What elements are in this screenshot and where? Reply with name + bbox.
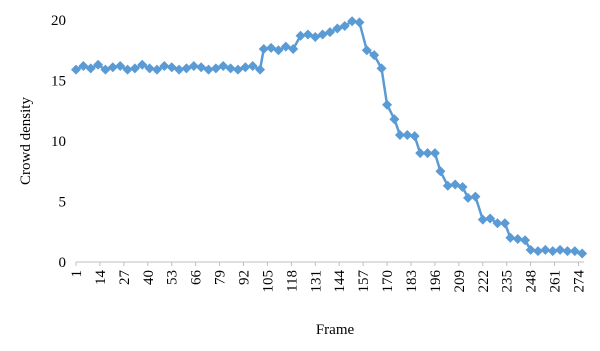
x-axis-label: Frame (316, 322, 355, 338)
y-tick-label: 10 (51, 134, 66, 150)
marker (174, 64, 185, 75)
marker (562, 246, 573, 257)
marker (310, 31, 321, 42)
marker (129, 63, 140, 74)
marker (540, 244, 551, 255)
marker (71, 64, 81, 75)
marker (339, 21, 350, 32)
marker (122, 64, 133, 75)
marker (492, 218, 503, 229)
marker (354, 17, 365, 28)
y-axis-label: Crowd density (18, 97, 34, 185)
marker (394, 129, 405, 140)
marker (429, 148, 440, 159)
x-tick-label: 170 (380, 270, 396, 293)
marker (93, 59, 104, 70)
marker (361, 45, 372, 56)
marker (389, 114, 400, 125)
marker (188, 60, 199, 71)
marker (376, 63, 387, 74)
marker (477, 214, 488, 225)
marker (273, 45, 284, 56)
marker (85, 63, 96, 74)
marker (255, 64, 266, 75)
marker (382, 99, 393, 110)
marker (512, 234, 523, 245)
marker (435, 166, 446, 177)
x-tick-label: 157 (356, 270, 372, 293)
x-tick-label: 183 (404, 270, 420, 293)
marker (144, 63, 155, 74)
marker (547, 246, 558, 257)
x-tick-label: 196 (428, 270, 444, 293)
y-tick-label: 5 (59, 195, 67, 211)
x-tick-label: 79 (213, 270, 229, 285)
y-tick-label: 0 (59, 255, 67, 271)
marker (442, 180, 453, 191)
x-tick-label: 53 (165, 270, 181, 285)
marker (295, 30, 306, 41)
marker (457, 181, 468, 192)
marker (247, 60, 258, 71)
marker (470, 191, 481, 202)
x-tick-label: 118 (284, 270, 300, 292)
x-tick-label: 1 (69, 270, 85, 278)
marker (499, 218, 510, 229)
marker (225, 63, 236, 74)
marker (151, 64, 162, 75)
line (75, 19, 583, 255)
marker (485, 213, 496, 224)
marker (137, 59, 148, 70)
marker (115, 60, 126, 71)
y-tick-label: 20 (51, 13, 66, 29)
marker (240, 62, 251, 73)
marker (288, 44, 299, 55)
x-tick-label: 105 (260, 270, 276, 293)
x-tick-label: 144 (332, 270, 348, 293)
x-tick-label: 209 (452, 270, 468, 293)
x-tick-label: 248 (524, 270, 540, 293)
marker (347, 16, 358, 27)
marker (369, 50, 380, 61)
marker (325, 27, 335, 38)
x-tick-label: 14 (93, 270, 109, 286)
x-tick-label: 235 (500, 270, 516, 293)
x-tick-label: 261 (548, 270, 564, 293)
marker (415, 148, 426, 159)
marker (159, 60, 170, 71)
marker (463, 192, 474, 203)
x-tick-label: 274 (571, 270, 587, 293)
x-tick-label: 92 (236, 270, 252, 285)
marker (107, 62, 118, 73)
marker (258, 44, 269, 55)
marker (402, 129, 413, 140)
x-tick-label: 40 (141, 270, 157, 285)
x-tick-label: 222 (476, 270, 492, 293)
marker (203, 64, 214, 75)
marker (520, 235, 531, 246)
marker (555, 244, 566, 255)
marker (409, 131, 420, 142)
marker (525, 244, 536, 255)
marker (532, 246, 543, 257)
marker (577, 248, 588, 259)
x-tick-label: 27 (117, 270, 133, 286)
y-tick-label: 15 (51, 74, 66, 90)
x-tick-label: 66 (189, 270, 205, 286)
marker (505, 232, 516, 243)
x-tick-label: 131 (308, 270, 324, 293)
marker (422, 148, 433, 159)
